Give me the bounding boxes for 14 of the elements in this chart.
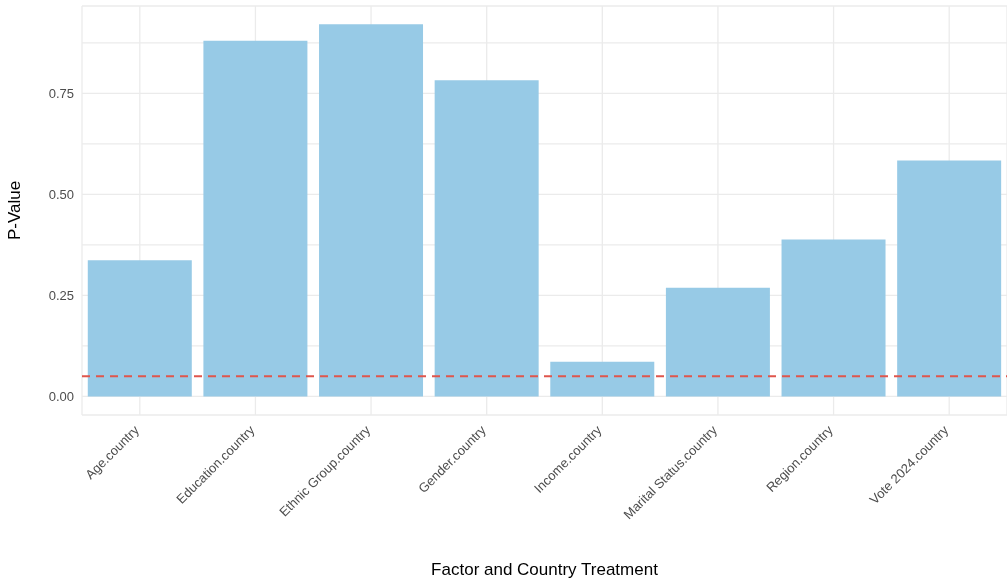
bar [434,80,539,397]
bar [203,40,308,397]
y-tick-label: 0.25 [48,287,74,303]
bar [550,361,655,397]
bar [87,260,192,397]
y-tick-label: 0.50 [48,186,74,202]
bar [781,239,886,397]
bar [665,287,770,397]
x-axis-title: Factor and Country Treatment [431,560,659,579]
y-axis-title: P-Value [5,180,25,241]
bar [319,24,424,397]
bar [897,160,1002,397]
y-tick-label: 0.00 [48,389,74,405]
y-tick-label: 0.75 [48,85,74,101]
